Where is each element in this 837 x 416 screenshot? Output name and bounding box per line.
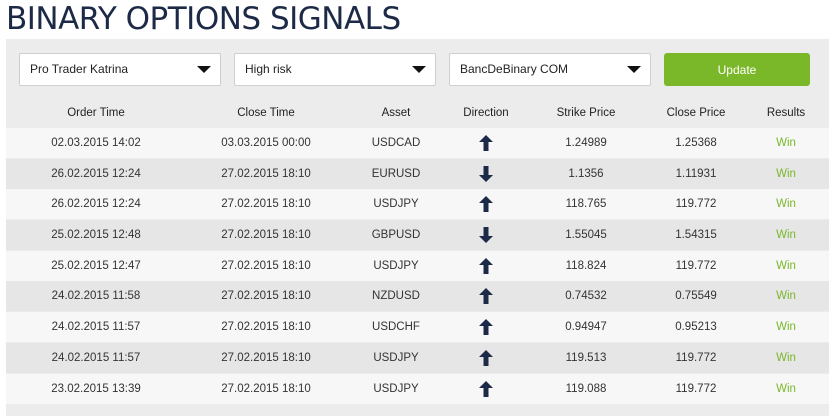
- cell-close: 1.25368: [675, 137, 717, 149]
- cell-close-time: 27.02.2015 18:10: [221, 198, 311, 211]
- risk-select[interactable]: High risk: [234, 53, 436, 86]
- cell-close: 0.75549: [675, 290, 717, 303]
- cell-close: 119.772: [675, 382, 717, 395]
- cell-close: 1.11931: [675, 167, 717, 180]
- cell-result: Win: [776, 167, 796, 180]
- cell-order-time: 23.02.2015 13:39: [51, 382, 141, 395]
- arrow-down-icon: [479, 165, 493, 182]
- cell-result: Win: [776, 321, 796, 334]
- cell-asset: USDJPY: [373, 351, 419, 364]
- trader-select-value: Pro Trader Katrina: [30, 62, 129, 76]
- cell-asset: USDCHF: [372, 321, 420, 334]
- table-row: 25.02.2015 12:47 27.02.2015 18:10 USDJPY 11…: [6, 250, 829, 281]
- signals-panel: Pro Trader Katrina High risk BancDeBinar…: [6, 39, 829, 416]
- table-row: 26.02.2015 12:24 27.02.2015 18:10 EURUSD 1.…: [6, 158, 829, 189]
- cell-close: 119.772: [675, 198, 717, 211]
- page-title: BINARY OPTIONS SIGNALS: [6, 1, 401, 37]
- arrow-up-icon: [479, 319, 493, 336]
- cell-close: 0.95213: [675, 321, 717, 334]
- table-row: 26.02.2015 12:24 27.02.2015 18:10 USDJPY 11…: [6, 189, 829, 220]
- cell-close: 1.54315: [675, 229, 717, 242]
- arrow-up-icon: [479, 196, 493, 213]
- table-row: 23.02.2015 13:39 27.02.2015 18:10 USDJPY 11…: [6, 373, 829, 404]
- cell-order-time: 24.02.2015 11:58: [51, 290, 141, 303]
- column-header-direction: Direction: [463, 107, 509, 119]
- cell-order-time: 24.02.2015 11:57: [51, 351, 141, 364]
- chevron-down-icon: [627, 66, 641, 73]
- cell-order-time: 26.02.2015 12:24: [51, 167, 141, 180]
- cell-strike: 118.824: [565, 259, 607, 272]
- cell-strike: 0.74532: [565, 290, 607, 303]
- cell-strike: 1.24989: [565, 137, 607, 149]
- column-header-close-price: Close Price: [666, 107, 726, 119]
- cell-asset: USDCAD: [371, 137, 421, 149]
- table-row: 24.02.2015 11:57 27.02.2015 18:10 USDCHF 0.…: [6, 312, 829, 343]
- cell-order-time: 02.03.2015 14:02: [51, 137, 141, 149]
- arrow-down-icon: [479, 227, 493, 244]
- cell-order-time: 24.02.2015 11:57: [51, 321, 141, 334]
- cell-close-time: 27.02.2015 18:10: [221, 351, 311, 364]
- cell-strike: 1.1356: [568, 167, 604, 180]
- cell-strike: 0.94947: [565, 321, 607, 334]
- cell-strike: 1.55045: [565, 229, 607, 242]
- column-header-order-time: Order Time: [67, 107, 125, 119]
- column-header-asset: Asset: [381, 107, 411, 119]
- cell-asset: EURUSD: [371, 167, 421, 180]
- trader-select[interactable]: Pro Trader Katrina: [19, 53, 221, 86]
- cell-result: Win: [776, 290, 796, 303]
- column-header-results: Results: [766, 107, 806, 119]
- arrow-up-icon: [479, 349, 493, 366]
- column-header-close-time: Close Time: [237, 107, 295, 119]
- cell-result: Win: [776, 198, 796, 211]
- cell-result: Win: [776, 259, 796, 272]
- cell-close: 119.772: [675, 351, 717, 364]
- table-row: 24.02.2015 11:58 27.02.2015 18:10 NZDUSD 0.…: [6, 281, 829, 312]
- chevron-down-icon: [412, 66, 426, 73]
- cell-close-time: 27.02.2015 18:10: [221, 290, 311, 303]
- cell-close-time: 27.02.2015 18:10: [221, 382, 311, 395]
- cell-asset: GBPUSD: [371, 229, 421, 242]
- risk-select-value: High risk: [245, 62, 292, 76]
- broker-select-value: BancDeBinary COM: [460, 62, 569, 76]
- table-row: 25.02.2015 12:48 27.02.2015 18:10 GBPUSD 1.…: [6, 220, 829, 251]
- cell-close-time: 27.02.2015 18:10: [221, 321, 311, 334]
- arrow-up-icon: [479, 135, 493, 151]
- cell-close: 119.772: [675, 259, 717, 272]
- table-row: 24.02.2015 11:57 27.02.2015 18:10 USDJPY 11…: [6, 342, 829, 373]
- cell-result: Win: [776, 137, 796, 149]
- cell-result: Win: [776, 229, 796, 242]
- cell-asset: USDJPY: [373, 198, 419, 211]
- cell-close-time: 27.02.2015 18:10: [221, 259, 311, 272]
- column-header-strike-price: Strike Price: [556, 107, 616, 119]
- cell-result: Win: [776, 351, 796, 364]
- table-row: 02.03.2015 14:02 03.03.2015 00:00 USDCAD 1.…: [6, 128, 829, 158]
- cell-strike: 118.765: [565, 198, 607, 211]
- table-header: Order Time Close Time Asset Direction St…: [6, 99, 829, 129]
- cell-close-time: 27.02.2015 18:10: [221, 167, 311, 180]
- update-button[interactable]: Update: [664, 53, 810, 86]
- broker-select[interactable]: BancDeBinary COM: [449, 53, 651, 86]
- signals-table-body: 02.03.2015 14:02 03.03.2015 00:00 USDCAD 1.…: [6, 128, 829, 404]
- cell-asset: USDJPY: [373, 259, 419, 272]
- arrow-up-icon: [479, 257, 493, 274]
- cell-asset: USDJPY: [373, 382, 419, 395]
- cell-close-time: 03.03.2015 00:00: [221, 137, 311, 149]
- chevron-down-icon: [197, 66, 211, 73]
- cell-result: Win: [776, 382, 796, 395]
- arrow-up-icon: [479, 288, 493, 305]
- cell-close-time: 27.02.2015 18:10: [221, 229, 311, 242]
- cell-order-time: 26.02.2015 12:24: [51, 198, 141, 211]
- cell-order-time: 25.02.2015 12:47: [51, 259, 141, 272]
- cell-strike: 119.513: [565, 351, 607, 364]
- cell-asset: NZDUSD: [372, 290, 420, 303]
- cell-order-time: 25.02.2015 12:48: [51, 229, 141, 242]
- cell-strike: 119.088: [565, 382, 607, 395]
- arrow-up-icon: [479, 380, 493, 397]
